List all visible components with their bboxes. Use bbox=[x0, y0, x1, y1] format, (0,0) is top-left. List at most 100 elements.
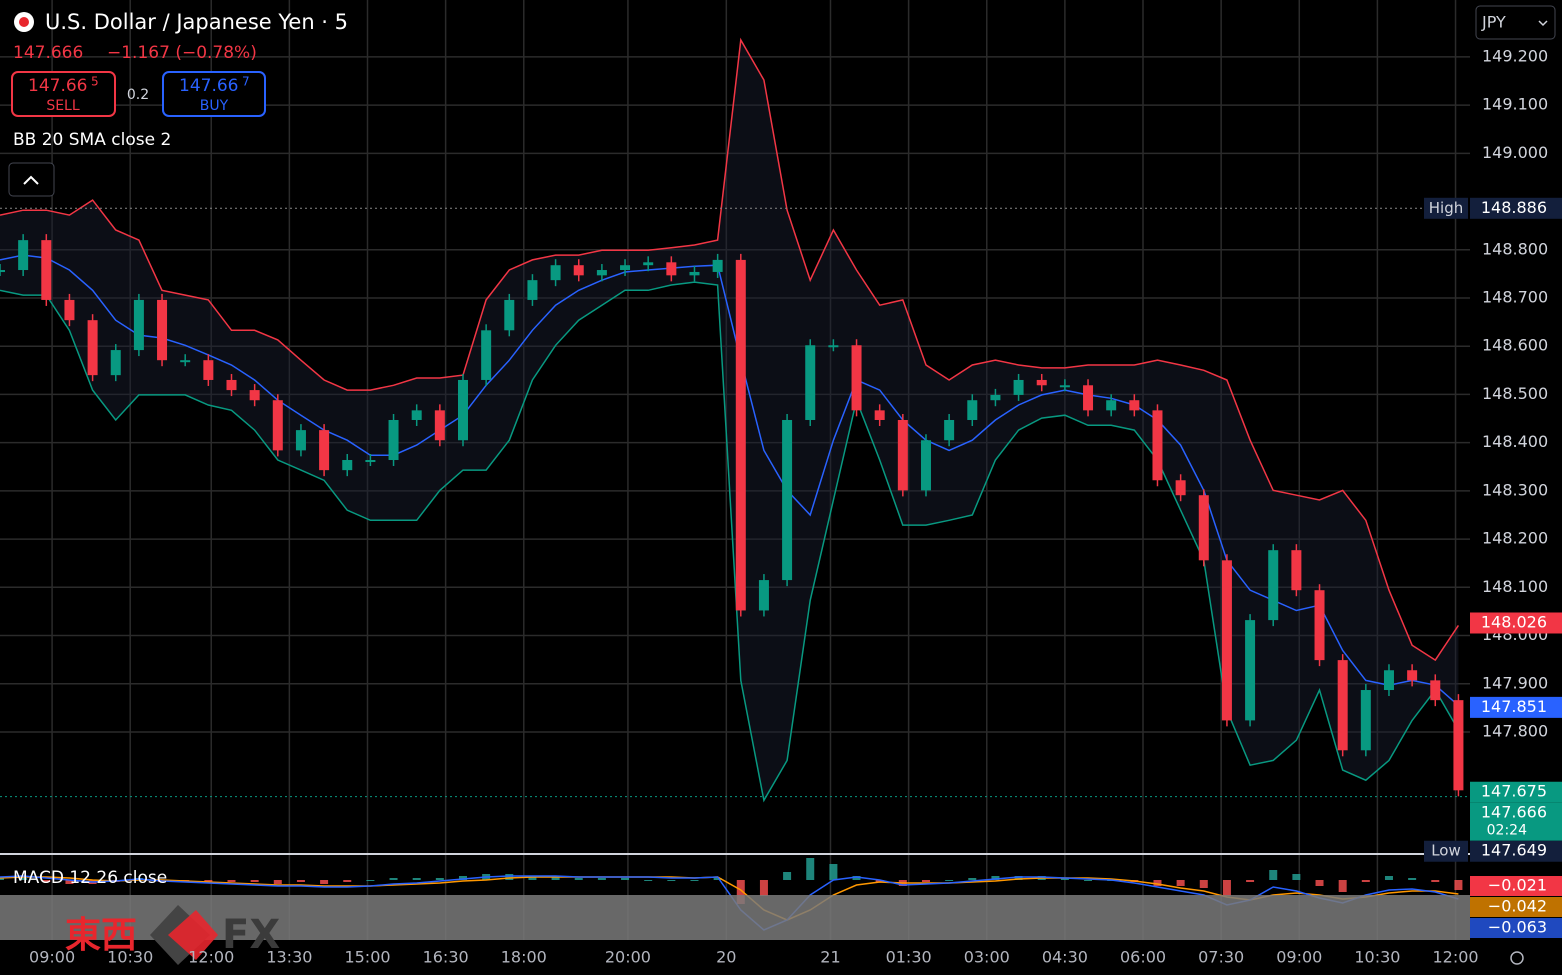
y-tick-label: 149.200 bbox=[1482, 46, 1548, 65]
x-tick-label: 03:00 bbox=[964, 948, 1010, 967]
macd-histogram-bar bbox=[806, 858, 815, 880]
candle bbox=[1013, 379, 1024, 395]
buy-button[interactable] bbox=[162, 71, 266, 117]
macd-histogram-bar bbox=[968, 878, 977, 880]
macd-histogram-bar bbox=[1384, 876, 1393, 880]
candle bbox=[920, 440, 931, 491]
x-tick-label: 07:30 bbox=[1198, 948, 1244, 967]
candle bbox=[1221, 560, 1232, 721]
candle bbox=[666, 262, 677, 276]
macd-histogram-bar bbox=[296, 880, 305, 882]
watermark-strip bbox=[0, 895, 1470, 940]
candle bbox=[550, 265, 561, 281]
y-tick-label: 148.400 bbox=[1482, 432, 1548, 451]
macd-histogram-bar bbox=[227, 880, 236, 882]
macd-histogram-bar bbox=[667, 880, 676, 881]
collapse-button[interactable] bbox=[8, 162, 55, 197]
macd-histogram-bar bbox=[690, 880, 699, 881]
y-tick-label: 148.800 bbox=[1482, 239, 1548, 258]
candle bbox=[1083, 385, 1094, 411]
buy-price: 147.66 bbox=[179, 76, 238, 96]
macd-histogram-bar bbox=[759, 880, 768, 896]
candle bbox=[1059, 385, 1070, 388]
y-tick-label: 148.700 bbox=[1482, 287, 1548, 306]
price-tag-name-bg bbox=[1424, 840, 1468, 862]
macd-tag-label: −0.042 bbox=[1488, 897, 1547, 916]
macd-histogram-bar bbox=[1431, 880, 1440, 882]
indicator-label: BB 20 SMA close 2 bbox=[13, 130, 171, 150]
bb-basis bbox=[0, 254, 1459, 706]
settings-icon[interactable] bbox=[1510, 951, 1524, 965]
candle bbox=[758, 580, 769, 611]
candle bbox=[319, 430, 330, 471]
y-tick-label: 148.600 bbox=[1482, 336, 1548, 355]
price-tag-name: Low bbox=[1431, 842, 1461, 860]
macd-histogram-bar bbox=[574, 878, 583, 880]
macd-histogram-bar bbox=[42, 880, 51, 882]
macd-tag bbox=[1470, 876, 1562, 896]
buy-label: BUY bbox=[200, 98, 229, 114]
candle bbox=[41, 240, 52, 300]
macd-histogram-bar bbox=[1060, 878, 1069, 880]
candle bbox=[897, 419, 908, 491]
candle bbox=[272, 400, 283, 451]
candle bbox=[643, 262, 654, 266]
sell-button[interactable] bbox=[11, 71, 116, 117]
macd-histogram-bar bbox=[1246, 880, 1255, 882]
currency-button[interactable] bbox=[1475, 5, 1556, 40]
candle bbox=[1198, 495, 1209, 561]
countdown: 02:24 bbox=[1487, 823, 1527, 839]
macd-histogram-bar bbox=[528, 876, 537, 880]
symbol-title: U.S. Dollar / Japanese Yen · 5 bbox=[45, 10, 348, 34]
macd-histogram-bar bbox=[435, 878, 444, 880]
candle bbox=[1129, 400, 1140, 411]
candle bbox=[388, 419, 399, 461]
candle bbox=[226, 379, 237, 391]
price-tag bbox=[1470, 802, 1562, 841]
macd-histogram-bar bbox=[320, 880, 329, 884]
macd-histogram-bar bbox=[1361, 880, 1370, 882]
pane-separator bbox=[0, 853, 1470, 855]
macd-histogram-bar bbox=[945, 880, 954, 881]
x-tick-label: 10:30 bbox=[107, 948, 153, 967]
macd-tag bbox=[1470, 918, 1562, 938]
candle bbox=[1291, 550, 1302, 591]
macd-histogram-bar bbox=[0, 878, 4, 880]
candle bbox=[735, 259, 746, 611]
macd-histogram-bar bbox=[991, 876, 1000, 880]
watermark-right: FX bbox=[222, 912, 280, 958]
macd-histogram-bar bbox=[1315, 880, 1324, 886]
macd-histogram-bar bbox=[829, 864, 838, 880]
candle bbox=[64, 299, 75, 321]
y-tick-label: 147.900 bbox=[1482, 673, 1548, 692]
bb-lower bbox=[0, 281, 1460, 803]
x-tick-label: 10:30 bbox=[1354, 948, 1400, 967]
y-tick-label: 147.800 bbox=[1482, 721, 1548, 740]
macd-histogram-bar bbox=[713, 878, 722, 880]
y-tick-label: 148.300 bbox=[1482, 480, 1548, 499]
macd-histogram-bar bbox=[505, 874, 514, 880]
price-tag-name: High bbox=[1429, 199, 1463, 217]
candle bbox=[434, 410, 445, 441]
macd-histogram-bar bbox=[343, 880, 352, 882]
candle bbox=[0, 270, 5, 273]
candle bbox=[203, 360, 214, 380]
x-tick-label: 04:30 bbox=[1042, 948, 1088, 967]
macd-histogram-bar bbox=[852, 876, 861, 880]
candle bbox=[596, 270, 607, 276]
macd-histogram-bar bbox=[1269, 870, 1278, 880]
currency-chevron bbox=[1538, 20, 1548, 27]
macd-histogram-bar bbox=[1199, 880, 1208, 888]
x-tick-label: 06:00 bbox=[1120, 948, 1166, 967]
x-tick-label: 09:00 bbox=[29, 948, 75, 967]
candle bbox=[481, 330, 492, 380]
flag-icon bbox=[19, 17, 29, 27]
macd-histogram-bar bbox=[366, 880, 375, 881]
candle bbox=[1175, 480, 1186, 496]
candle bbox=[620, 265, 631, 271]
candle bbox=[851, 345, 862, 411]
spread: 0.2 bbox=[127, 87, 149, 103]
candle bbox=[805, 345, 816, 420]
y-tick-label: 148.200 bbox=[1482, 529, 1548, 548]
